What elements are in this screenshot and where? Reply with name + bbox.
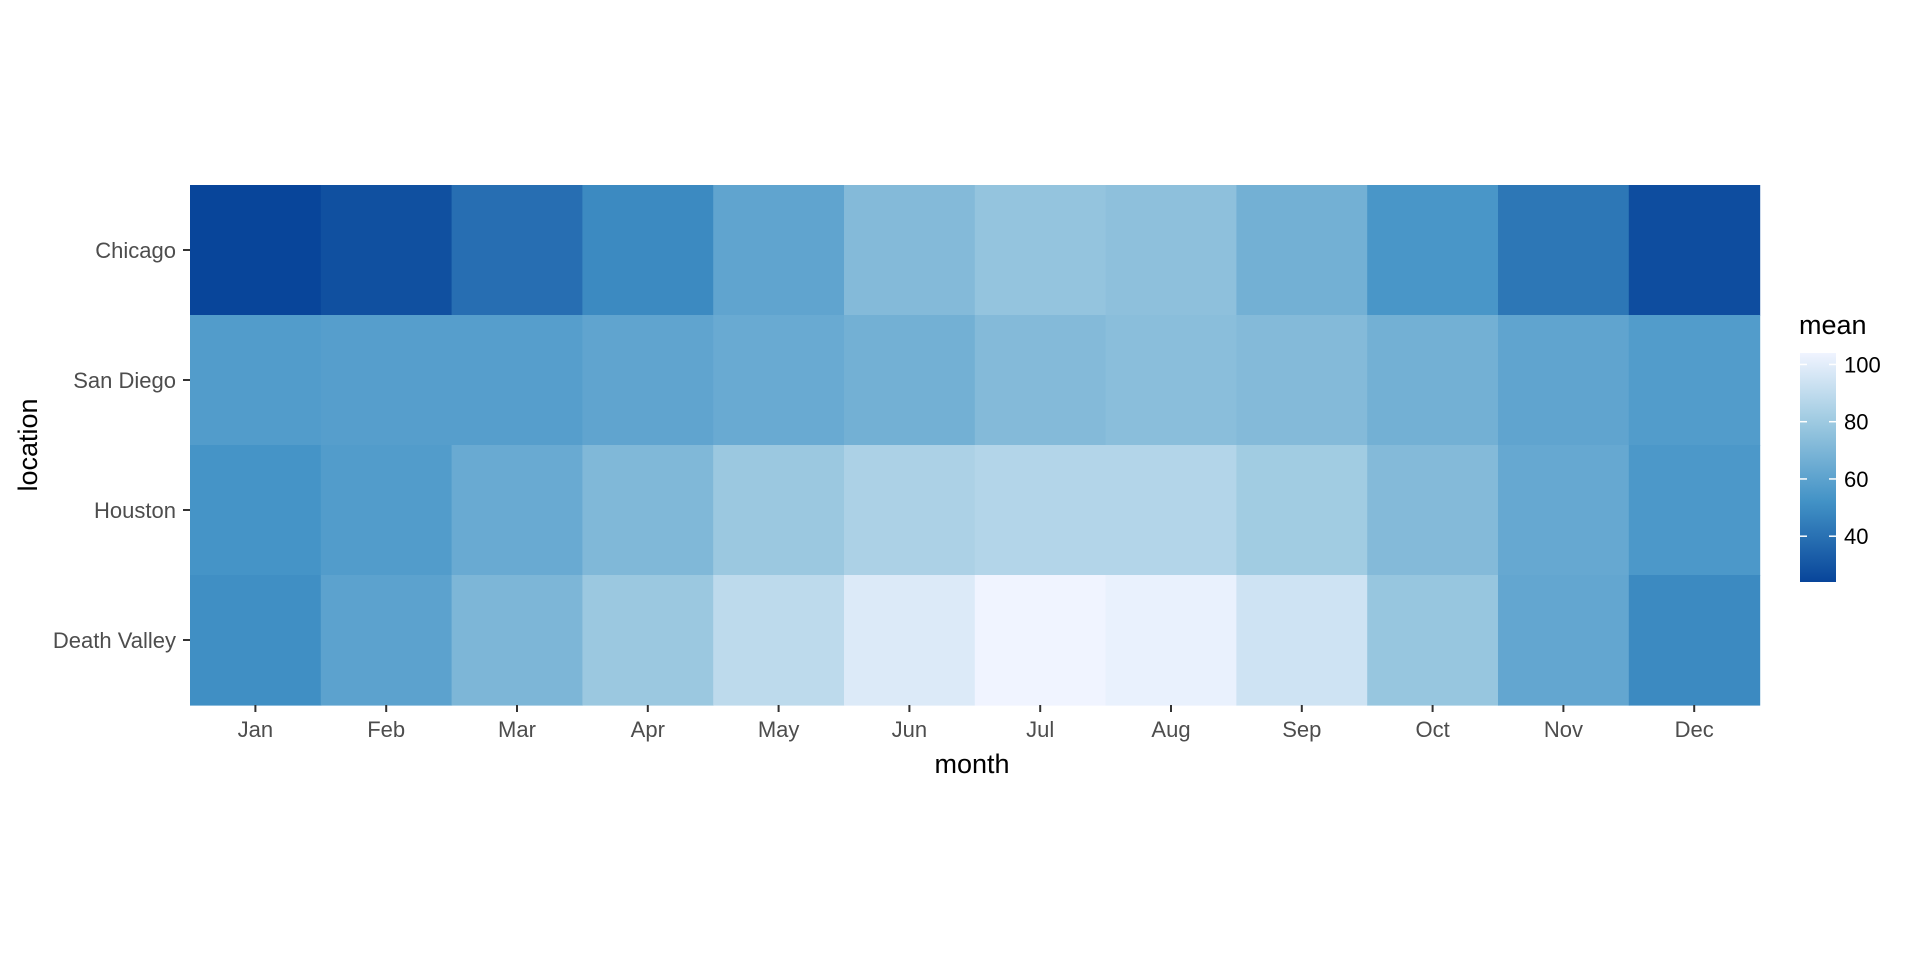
heatmap-cell-death-valley-oct — [1367, 575, 1499, 706]
heatmap-cell-san-diego-sep — [1236, 315, 1368, 446]
heatmap-cell-death-valley-jan — [190, 575, 322, 706]
legend-colorbar — [1800, 353, 1836, 582]
heatmap-cell-death-valley-mar — [451, 575, 583, 706]
heatmap-cell-chicago-jun — [844, 185, 976, 316]
heatmap-cell-chicago-apr — [582, 185, 714, 316]
heatmap-cell-death-valley-aug — [1105, 575, 1237, 706]
heatmap-cell-chicago-mar — [451, 185, 583, 316]
heatmap-cell-houston-jan — [190, 445, 322, 576]
heatmap-cell-houston-mar — [451, 445, 583, 576]
heatmap-cell-death-valley-jul — [974, 575, 1107, 706]
heatmap-cell-chicago-jan — [190, 185, 322, 316]
heatmap-cell-san-diego-aug — [1105, 315, 1237, 446]
heatmap-cell-death-valley-may — [713, 575, 845, 706]
heatmap-cells — [190, 185, 1761, 706]
x-tick-label: May — [758, 717, 800, 742]
heatmap-cell-chicago-may — [713, 185, 845, 316]
heatmap-cell-san-diego-nov — [1498, 315, 1630, 446]
heatmap-cell-chicago-nov — [1498, 185, 1630, 316]
heatmap-cell-san-diego-oct — [1367, 315, 1499, 446]
legend-ticks: 40 60 80 100 — [1800, 352, 1881, 549]
y-axis: Chicago San Diego Houston Death Valley — [53, 238, 190, 653]
heatmap-cell-houston-jun — [844, 445, 976, 576]
heatmap-cell-chicago-aug — [1105, 185, 1237, 316]
heatmap-cell-chicago-oct — [1367, 185, 1499, 316]
heatmap-cell-san-diego-apr — [582, 315, 714, 446]
heatmap-cell-death-valley-jun — [844, 575, 976, 706]
x-tick-label: Mar — [498, 717, 536, 742]
legend-title: mean — [1799, 310, 1867, 340]
x-tick-label: Jul — [1026, 717, 1054, 742]
legend-tick-label: 80 — [1844, 410, 1868, 435]
x-tick-label: Jun — [892, 717, 927, 742]
heatmap-cell-houston-sep — [1236, 445, 1368, 576]
heatmap-cell-death-valley-dec — [1628, 575, 1761, 706]
heatmap-cell-death-valley-sep — [1236, 575, 1368, 706]
heatmap-cell-houston-nov — [1498, 445, 1630, 576]
x-tick-label: Nov — [1544, 717, 1583, 742]
x-axis-title: month — [934, 749, 1009, 779]
heatmap-cell-san-diego-may — [713, 315, 845, 446]
legend-tick-label: 60 — [1844, 467, 1868, 492]
heatmap-cell-chicago-dec — [1628, 185, 1761, 316]
x-tick-label: Dec — [1675, 717, 1714, 742]
heatmap-cell-houston-jul — [974, 445, 1107, 576]
x-tick-label: Jan — [238, 717, 273, 742]
heatmap-cell-san-diego-jan — [190, 315, 322, 446]
y-tick-label: Death Valley — [53, 628, 176, 653]
legend-tick-label: 40 — [1844, 524, 1868, 549]
heatmap-cell-san-diego-jun — [844, 315, 976, 446]
y-tick-label: Houston — [94, 498, 176, 523]
y-tick-label: Chicago — [95, 238, 176, 263]
x-tick-label: Sep — [1282, 717, 1321, 742]
x-tick-label: Apr — [631, 717, 665, 742]
heatmap-cell-houston-feb — [320, 445, 453, 576]
heatmap-cell-houston-apr — [582, 445, 714, 576]
color-legend: mean 40 60 80 100 — [1799, 310, 1881, 582]
y-axis-title: location — [13, 398, 43, 491]
heatmap-cell-san-diego-mar — [451, 315, 583, 446]
heatmap-cell-chicago-jul — [974, 185, 1107, 316]
x-tick-label: Aug — [1151, 717, 1190, 742]
x-tick-label: Oct — [1415, 717, 1449, 742]
heatmap-cell-death-valley-nov — [1498, 575, 1630, 706]
heatmap-cell-chicago-feb — [320, 185, 453, 316]
x-tick-label: Feb — [367, 717, 405, 742]
heatmap-cell-san-diego-dec — [1628, 315, 1761, 446]
heatmap-cell-death-valley-apr — [582, 575, 714, 706]
heatmap-cell-san-diego-feb — [320, 315, 453, 446]
heatmap-cell-houston-dec — [1628, 445, 1761, 576]
heatmap-cell-chicago-sep — [1236, 185, 1368, 316]
x-axis: Jan Feb Mar Apr May Jun Jul Aug Sep Oct Nov Dec — [238, 705, 1714, 742]
heatmap-cell-san-diego-jul — [974, 315, 1107, 446]
heatmap-cell-death-valley-feb — [320, 575, 453, 706]
y-tick-label: San Diego — [73, 368, 176, 393]
heatmap-cell-houston-aug — [1105, 445, 1237, 576]
heatmap-cell-houston-oct — [1367, 445, 1499, 576]
heatmap-cell-houston-may — [713, 445, 845, 576]
legend-tick-label: 100 — [1844, 352, 1881, 377]
